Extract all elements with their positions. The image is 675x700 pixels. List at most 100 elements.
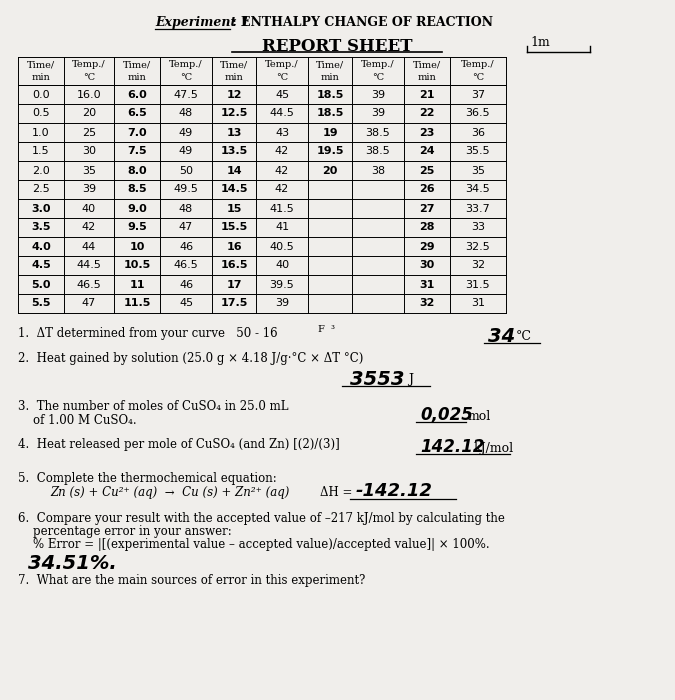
Text: 20: 20 — [323, 165, 338, 176]
Text: 8.5: 8.5 — [127, 185, 147, 195]
Text: 44.5: 44.5 — [269, 108, 294, 118]
Text: 44.5: 44.5 — [76, 260, 101, 270]
Text: °C: °C — [516, 330, 532, 343]
Text: 13: 13 — [226, 127, 242, 137]
Text: 38.5: 38.5 — [366, 146, 390, 157]
Text: 8.0: 8.0 — [127, 165, 147, 176]
Text: min: min — [32, 73, 51, 82]
Text: 31: 31 — [471, 298, 485, 309]
Text: 21: 21 — [419, 90, 435, 99]
Text: °C: °C — [276, 73, 288, 82]
Text: -142.12: -142.12 — [356, 482, 433, 500]
Text: 39: 39 — [82, 185, 96, 195]
Text: 26: 26 — [419, 185, 435, 195]
Text: of 1.00 M CuSO₄.: of 1.00 M CuSO₄. — [18, 414, 136, 427]
Text: 24: 24 — [419, 146, 435, 157]
Text: 4.5: 4.5 — [31, 260, 51, 270]
Text: 33.7: 33.7 — [466, 204, 490, 214]
Text: 0.0: 0.0 — [32, 90, 50, 99]
Text: 37: 37 — [471, 90, 485, 99]
Text: 36: 36 — [471, 127, 485, 137]
Text: 18.5: 18.5 — [317, 90, 344, 99]
Text: 7.5: 7.5 — [127, 146, 147, 157]
Text: 5.5: 5.5 — [31, 298, 51, 309]
Text: 38.5: 38.5 — [366, 127, 390, 137]
Text: 1m: 1m — [530, 36, 549, 49]
Text: 15: 15 — [226, 204, 242, 214]
Text: 20: 20 — [82, 108, 96, 118]
Text: min: min — [225, 73, 244, 82]
Text: F  ³: F ³ — [318, 325, 335, 334]
Text: 36.5: 36.5 — [466, 108, 490, 118]
Text: 13.5: 13.5 — [220, 146, 248, 157]
Text: 6.5: 6.5 — [127, 108, 147, 118]
Text: 5.0: 5.0 — [31, 279, 51, 290]
Text: 3.5: 3.5 — [31, 223, 51, 232]
Text: °C: °C — [372, 73, 384, 82]
Text: 46: 46 — [179, 241, 193, 251]
Text: 40: 40 — [82, 204, 96, 214]
Text: 32.5: 32.5 — [466, 241, 490, 251]
Text: °C: °C — [472, 73, 484, 82]
Text: 3553: 3553 — [350, 370, 404, 389]
Text: 34.5: 34.5 — [466, 185, 490, 195]
Text: Temp./: Temp./ — [169, 60, 202, 69]
Text: 2.5: 2.5 — [32, 185, 50, 195]
Text: 32: 32 — [419, 298, 435, 309]
Text: 28: 28 — [419, 223, 435, 232]
Text: 42: 42 — [275, 165, 289, 176]
Text: 19.5: 19.5 — [317, 146, 344, 157]
Text: min: min — [418, 73, 436, 82]
Text: 31.5: 31.5 — [466, 279, 490, 290]
Text: Time/: Time/ — [220, 60, 248, 69]
Text: 25: 25 — [82, 127, 96, 137]
Text: 9.5: 9.5 — [127, 223, 147, 232]
Text: 14: 14 — [226, 165, 242, 176]
Text: 17: 17 — [226, 279, 242, 290]
Text: 0,025: 0,025 — [420, 406, 473, 424]
Text: 7.  What are the main sources of error in this experiment?: 7. What are the main sources of error in… — [18, 574, 365, 587]
Text: kJ/mol: kJ/mol — [474, 442, 514, 455]
Text: 18.5: 18.5 — [317, 108, 344, 118]
Text: 42: 42 — [275, 185, 289, 195]
Text: 10: 10 — [130, 241, 144, 251]
Text: 39: 39 — [371, 90, 385, 99]
Text: 50: 50 — [179, 165, 193, 176]
Text: 16.5: 16.5 — [220, 260, 248, 270]
Text: 11: 11 — [129, 279, 144, 290]
Text: 49.5: 49.5 — [173, 185, 198, 195]
Text: 10.5: 10.5 — [124, 260, 151, 270]
Text: 46: 46 — [179, 279, 193, 290]
Text: 2.0: 2.0 — [32, 165, 50, 176]
Text: min: min — [321, 73, 340, 82]
Text: % Error = |[(experimental value – accepted value)/accepted value]| × 100%.: % Error = |[(experimental value – accept… — [18, 538, 489, 551]
Text: 27: 27 — [419, 204, 435, 214]
Text: 14.5: 14.5 — [220, 185, 248, 195]
Text: 6.0: 6.0 — [127, 90, 147, 99]
Text: 34.51%.: 34.51%. — [28, 554, 117, 573]
Text: percentage error in your answer:: percentage error in your answer: — [18, 525, 232, 538]
Text: 38: 38 — [371, 165, 385, 176]
Text: Time/: Time/ — [27, 60, 55, 69]
Text: : ENTHALPY CHANGE OF REACTION: : ENTHALPY CHANGE OF REACTION — [232, 16, 493, 29]
Text: 0.5: 0.5 — [32, 108, 50, 118]
Text: 39: 39 — [275, 298, 289, 309]
Text: 44: 44 — [82, 241, 96, 251]
Text: 31: 31 — [419, 279, 435, 290]
Text: 11.5: 11.5 — [124, 298, 151, 309]
Text: Temp./: Temp./ — [72, 60, 106, 69]
Text: Temp./: Temp./ — [265, 60, 299, 69]
Text: 46.5: 46.5 — [77, 279, 101, 290]
Text: 49: 49 — [179, 127, 193, 137]
Text: °C: °C — [83, 73, 95, 82]
Text: 6.  Compare your result with the accepted value of –217 kJ/mol by calculating th: 6. Compare your result with the accepted… — [18, 512, 505, 525]
Text: 40.5: 40.5 — [269, 241, 294, 251]
Text: 9.0: 9.0 — [127, 204, 147, 214]
Text: 47.5: 47.5 — [173, 90, 198, 99]
Text: 34: 34 — [488, 327, 515, 346]
Text: 1.  ΔT determined from your curve   50 - 16: 1. ΔT determined from your curve 50 - 16 — [18, 327, 277, 340]
Text: 41: 41 — [275, 223, 289, 232]
Text: °C: °C — [180, 73, 192, 82]
Text: 5.  Complete the thermochemical equation:: 5. Complete the thermochemical equation: — [18, 472, 277, 485]
Text: 42: 42 — [82, 223, 96, 232]
